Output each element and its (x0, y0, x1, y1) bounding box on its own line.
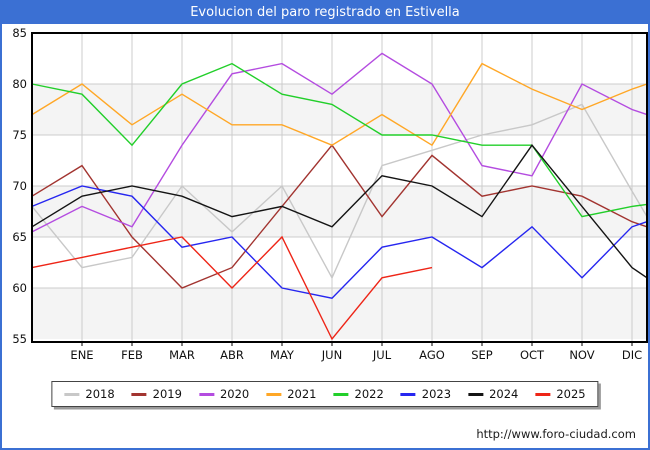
legend-item-2023: 2023 (400, 387, 452, 401)
legend-item-2022: 2022 (333, 387, 384, 401)
svg-text:NOV: NOV (569, 348, 594, 362)
legend-label: 2023 (421, 387, 452, 401)
series-color-swatch (198, 392, 214, 396)
legend-label: 2024 (489, 387, 519, 401)
svg-text:80: 80 (12, 77, 27, 91)
plot-frame (31, 32, 648, 343)
series-line-2021 (31, 62, 648, 147)
svg-text:OCT: OCT (520, 348, 545, 362)
svg-text:FEB: FEB (121, 348, 143, 362)
svg-text:MAR: MAR (169, 348, 195, 362)
legend-label: 2021 (287, 387, 317, 401)
svg-text:85: 85 (12, 26, 27, 40)
chart-title: Evolucion del paro registrado en Estivel… (2, 2, 648, 24)
legend-label: 2019 (152, 387, 182, 401)
svg-text:SEP: SEP (471, 348, 493, 362)
series-line-2023 (31, 185, 648, 299)
svg-text:JUL: JUL (372, 348, 392, 362)
series-line-2022 (31, 62, 648, 218)
svg-text:75: 75 (12, 128, 27, 142)
svg-text:DIC: DIC (622, 348, 642, 362)
legend-item-2018: 2018 (64, 387, 115, 401)
svg-text:60: 60 (12, 281, 27, 295)
svg-text:55: 55 (12, 332, 27, 346)
legend-item-2024: 2024 (468, 387, 518, 401)
series-color-swatch (468, 392, 484, 396)
source-url: http://www.foro-ciudad.com (476, 427, 636, 441)
series-color-swatch (535, 392, 551, 396)
svg-text:65: 65 (12, 230, 27, 244)
chart-legend: 2018 2019 2020 2021 2022 2023 2024 2025 (51, 381, 599, 407)
plot-bands (32, 84, 647, 339)
svg-text:ABR: ABR (220, 348, 244, 362)
series-line-2024 (31, 144, 648, 279)
series-color-swatch (131, 392, 147, 396)
legend-item-2021: 2021 (266, 387, 317, 401)
svg-text:70: 70 (12, 179, 27, 193)
svg-text:MAY: MAY (270, 348, 295, 362)
legend-item-2025: 2025 (535, 387, 586, 401)
series-color-swatch (64, 392, 80, 396)
legend-label: 2025 (556, 387, 586, 401)
series-color-swatch (333, 392, 349, 396)
legend-item-2020: 2020 (198, 387, 250, 401)
series-line-2020 (31, 52, 648, 233)
svg-text:JUN: JUN (321, 348, 342, 362)
svg-text:AGO: AGO (419, 348, 445, 362)
legend-label: 2018 (85, 387, 115, 401)
legend-label: 2020 (219, 387, 250, 401)
series-color-swatch (400, 392, 416, 396)
series-color-swatch (266, 392, 282, 396)
svg-text:ENE: ENE (70, 348, 93, 362)
x-tick-labels: ENE FEB MAR ABR MAY JUN JUL AGO SEP OCT NOV DIC (70, 348, 642, 362)
x-ticks (81, 342, 633, 346)
y-tick-labels: 85 80 75 70 65 60 55 (12, 26, 27, 346)
series-line-2025 (31, 235, 433, 341)
legend-item-2019: 2019 (131, 387, 182, 401)
legend-label: 2022 (354, 387, 384, 401)
